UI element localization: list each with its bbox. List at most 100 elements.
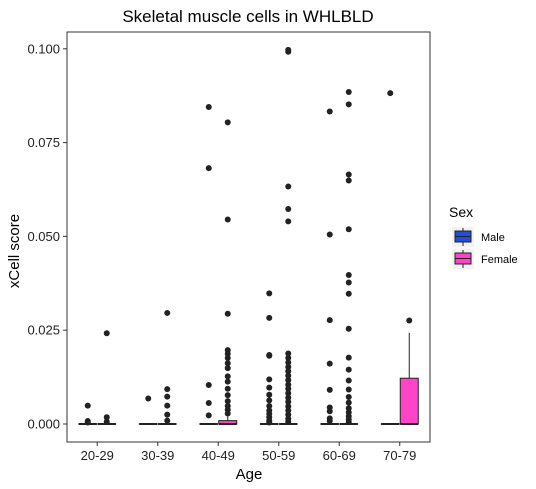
outlier-point (285, 381, 292, 388)
outlier-point (205, 165, 212, 172)
outlier-point (224, 119, 231, 126)
outlier-point (224, 360, 231, 367)
outlier-point (164, 393, 171, 400)
outlier-point (205, 381, 212, 388)
outlier-point (266, 402, 273, 409)
outlier-point (285, 398, 292, 405)
outlier-point (285, 206, 292, 213)
outlier-point (345, 325, 352, 332)
outlier-point (205, 399, 212, 406)
outlier-point (326, 108, 333, 115)
outlier-point (266, 376, 273, 383)
outlier-point (326, 317, 333, 324)
outlier-point (224, 392, 231, 399)
outlier-point (326, 417, 333, 424)
outlier-point (224, 310, 231, 317)
x-axis: 20-29 30-39 40-49 50-59 60-69 70-79 (81, 442, 416, 463)
y-axis: 0.000 0.025 0.050 0.075 0.100 (27, 41, 67, 432)
x-tick-label: 70-79 (383, 448, 416, 463)
outlier-point (285, 183, 292, 190)
x-tick-label: 40-49 (202, 448, 235, 463)
outlier-point (285, 411, 292, 418)
outlier-point (285, 359, 292, 366)
legend-label: Female (481, 254, 518, 266)
outlier-point (266, 397, 273, 404)
outlier-point (326, 360, 333, 367)
outlier-point (224, 216, 231, 223)
outlier-point (285, 390, 292, 397)
outlier-points (84, 46, 413, 426)
y-tick-label: 0.050 (27, 229, 60, 244)
outlier-point (326, 231, 333, 238)
outlier-point (326, 386, 333, 393)
outlier-point (164, 417, 171, 424)
outlier-point (164, 309, 171, 316)
outlier-point (164, 402, 171, 409)
x-tick-label: 60-69 (323, 448, 356, 463)
outlier-point (326, 408, 333, 415)
outlier-point (345, 393, 352, 400)
legend-label: Male (481, 232, 505, 244)
legend-title: Sex (449, 204, 473, 220)
outlier-point (164, 411, 171, 418)
outlier-point (387, 90, 394, 97)
outlier-point (345, 226, 352, 233)
outlier-point (266, 314, 273, 321)
outlier-point (345, 177, 352, 184)
outlier-point (285, 394, 292, 401)
outlier-point (164, 386, 171, 393)
outlier-point (224, 378, 231, 385)
outlier-point (285, 407, 292, 414)
outlier-point (205, 103, 212, 110)
outlier-point (345, 419, 352, 426)
outlier-point (285, 48, 292, 55)
outlier-point (345, 171, 352, 178)
x-tick-label: 20-29 (81, 448, 114, 463)
y-tick-label: 0.025 (27, 323, 60, 338)
outlier-point (224, 385, 231, 392)
outlier-point (103, 418, 110, 425)
outlier-point (345, 101, 352, 108)
outlier-point (285, 363, 292, 370)
y-tick-label: 0.000 (27, 417, 60, 432)
outlier-point (224, 350, 231, 357)
outlier-point (345, 399, 352, 406)
outlier-point (285, 385, 292, 392)
outlier-point (103, 330, 110, 337)
outlier-point (266, 419, 273, 426)
y-tick-label: 0.075 (27, 135, 60, 150)
outlier-point (285, 368, 292, 375)
outlier-point (345, 386, 352, 393)
outlier-point (285, 350, 292, 357)
outlier-point (406, 317, 413, 324)
x-axis-title: Age (236, 466, 263, 483)
outlier-point (224, 373, 231, 380)
chart-title: Skeletal muscle cells in WHLBLD (122, 7, 373, 26)
outlier-point (345, 272, 352, 279)
outlier-point (224, 354, 231, 361)
outlier-point (285, 377, 292, 384)
plot-panel (66, 31, 431, 443)
outlier-point (345, 88, 352, 95)
box (399, 377, 419, 425)
outlier-point (345, 279, 352, 286)
x-tick-label: 50-59 (262, 448, 295, 463)
outlier-point (285, 418, 292, 425)
outlier-point (345, 366, 352, 373)
outlier-point (345, 290, 352, 297)
outlier-point (224, 398, 231, 405)
y-axis-title: xCell score (6, 214, 23, 288)
outlier-point (285, 218, 292, 225)
legend: Sex Male Female (449, 204, 518, 269)
outlier-point (345, 377, 352, 384)
outlier-point (266, 352, 273, 359)
outlier-point (266, 290, 273, 297)
outlier-point (345, 354, 352, 361)
outlier-point (205, 412, 212, 419)
outlier-point (266, 391, 273, 398)
outlier-point (285, 403, 292, 410)
outlier-point (285, 354, 292, 361)
outlier-point (103, 414, 110, 421)
outlier-point (84, 402, 91, 409)
